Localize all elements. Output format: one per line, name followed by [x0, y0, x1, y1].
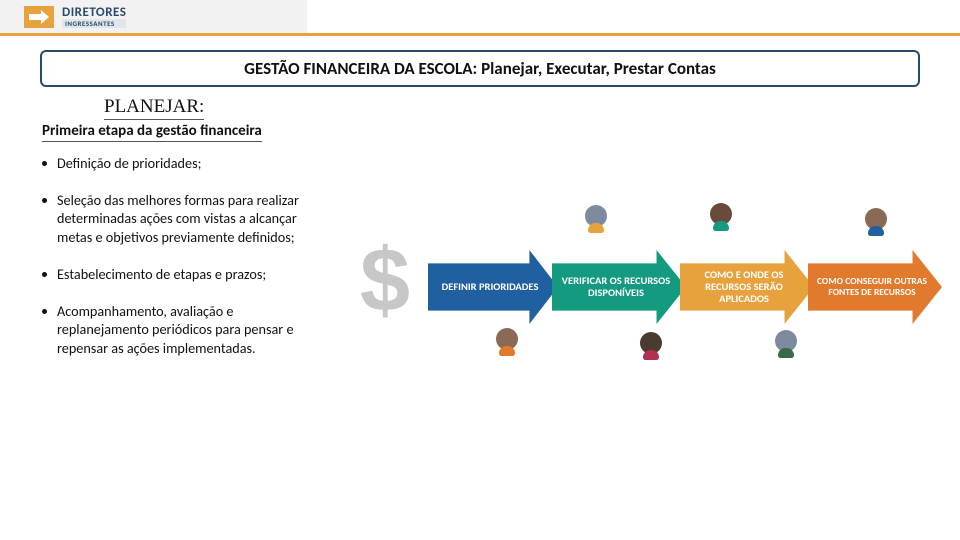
header-bar: DIRETORES INGRESSANTES: [0, 0, 960, 36]
process-flow-graphic: $ DEFINIR PRIORIDADES VERIFICAR OS RECUR…: [360, 200, 940, 370]
list-item: Definição de prioridades;: [42, 154, 320, 173]
bullet-list: Definição de prioridades; Seleção das me…: [42, 154, 320, 376]
section-subheading: Primeira etapa da gestão financeira: [42, 122, 262, 142]
logo: DIRETORES INGRESSANTES: [24, 6, 126, 28]
arrow-right-icon: [24, 6, 54, 28]
section-heading: PLANEJAR:: [104, 96, 204, 120]
person-icon: [640, 332, 662, 354]
flow-step-1: DEFINIR PRIORIDADES: [428, 250, 558, 324]
bullet-text: Seleção das melhores formas para realiza…: [57, 191, 320, 247]
page-title: GESTÃO FINANCEIRA DA ESCOLA: Planejar, E…: [40, 50, 920, 87]
bullet-text: Estabelecimento de etapas e prazos;: [57, 265, 266, 284]
bullet-text: Acompanhamento, avaliação e replanejamen…: [57, 302, 320, 358]
flow-step-2: VERIFICAR OS RECURSOS DISPONÍVEIS: [552, 250, 686, 324]
person-icon: [775, 330, 797, 352]
list-item: Estabelecimento de etapas e prazos;: [42, 265, 320, 284]
person-icon: [865, 208, 887, 230]
logo-title: DIRETORES: [62, 6, 126, 19]
bullet-text: Definição de prioridades;: [57, 154, 201, 173]
list-item: Seleção das melhores formas para realiza…: [42, 191, 320, 247]
person-icon: [585, 205, 607, 227]
logo-subtitle: INGRESSANTES: [62, 19, 126, 28]
person-icon: [496, 328, 518, 350]
flow-step-3: COMO E ONDE OS RECURSOS SERÃO APLICADOS: [680, 250, 814, 324]
flow-step-4: COMO CONSEGUIR OUTRAS FONTES DE RECURSOS: [808, 250, 942, 324]
person-icon: [710, 203, 732, 225]
dollar-icon: $: [360, 230, 410, 333]
list-item: Acompanhamento, avaliação e replanejamen…: [42, 302, 320, 358]
